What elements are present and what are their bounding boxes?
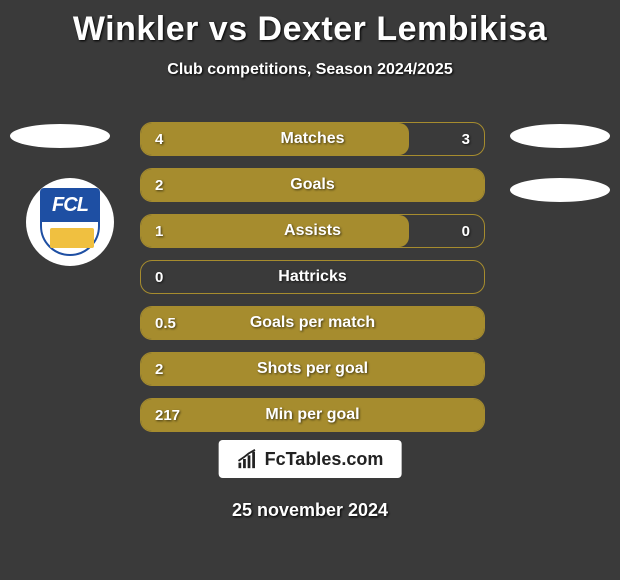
- club-shield: FCL: [40, 188, 100, 256]
- stat-bar-fill: [141, 123, 409, 155]
- stat-label: Shots per goal: [257, 360, 368, 378]
- club-shield-text: FCL: [52, 194, 88, 217]
- stat-value-left: 2: [155, 177, 163, 194]
- stat-bar-row: 217 Min per goal: [140, 398, 485, 432]
- stat-label: Goals per match: [250, 314, 375, 332]
- stat-bar-row: 0.5 Goals per match: [140, 306, 485, 340]
- brand-badge: FcTables.com: [219, 440, 402, 478]
- stat-bar-row: 2 Goals: [140, 168, 485, 202]
- stat-bar-row: 4 Matches 3: [140, 122, 485, 156]
- brand-text: FcTables.com: [265, 449, 384, 470]
- date-label: 25 november 2024: [0, 500, 620, 521]
- stat-value-left: 0.5: [155, 315, 176, 332]
- stat-value-right: 0: [462, 223, 470, 240]
- stat-bar-row: 2 Shots per goal: [140, 352, 485, 386]
- stat-bar-row: 0 Hattricks: [140, 260, 485, 294]
- page-title: Winkler vs Dexter Lembikisa: [0, 0, 620, 49]
- stat-label: Min per goal: [265, 406, 359, 424]
- stat-value-left: 2: [155, 361, 163, 378]
- stat-value-right: 3: [462, 131, 470, 148]
- stat-label: Assists: [284, 222, 341, 240]
- stat-label: Hattricks: [278, 268, 346, 286]
- stat-value-left: 217: [155, 407, 180, 424]
- stat-bar-row: 1 Assists 0: [140, 214, 485, 248]
- stat-value-left: 1: [155, 223, 163, 240]
- subtitle: Club competitions, Season 2024/2025: [0, 61, 620, 79]
- stat-bar-fill: [141, 215, 409, 247]
- club-shield-accent: [50, 228, 94, 248]
- player-left-badge-1: [10, 124, 110, 148]
- stat-value-left: 0: [155, 269, 163, 286]
- stat-label: Goals: [290, 176, 334, 194]
- player-right-badge-1: [510, 124, 610, 148]
- stat-value-left: 4: [155, 131, 163, 148]
- player-right-badge-2: [510, 178, 610, 202]
- brand-icon: [237, 448, 259, 470]
- club-logo: FCL: [26, 178, 114, 266]
- stat-bars: 4 Matches 3 2 Goals 1 Assists 0 0 Hattricks 0.5 Goa…: [140, 122, 485, 444]
- stat-label: Matches: [280, 130, 344, 148]
